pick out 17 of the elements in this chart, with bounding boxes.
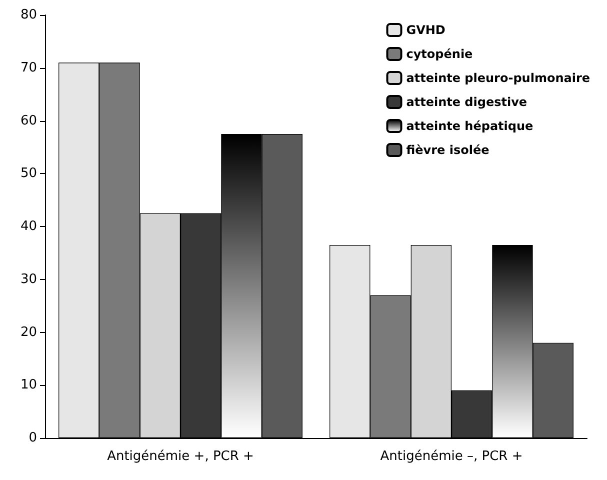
y-tick-label: 20 (20, 324, 37, 340)
y-tick-label: 50 (20, 166, 37, 182)
y-tick-label: 10 (20, 378, 37, 393)
legend-label: GVHD (406, 23, 446, 37)
legend-label: cytopénie (406, 47, 473, 61)
y-tick-label: 80 (20, 8, 37, 22)
y-tick-label: 30 (20, 272, 37, 287)
legend-label: fièvre isolée (406, 143, 490, 157)
y-tick-label: 60 (20, 113, 37, 128)
x-tick-label: Antigénémie –, PCR + (380, 449, 523, 464)
y-tick-label: 40 (20, 219, 37, 234)
legend-label: atteinte pleuro-pulmonaire (406, 71, 590, 85)
x-tick-label: Antigénémie +, PCR + (107, 449, 254, 464)
y-tick-label: 0 (28, 430, 37, 446)
legend-label: atteinte hépatique (406, 119, 534, 133)
legend-label: atteinte digestive (406, 95, 528, 109)
y-tick-label: 70 (20, 60, 37, 76)
